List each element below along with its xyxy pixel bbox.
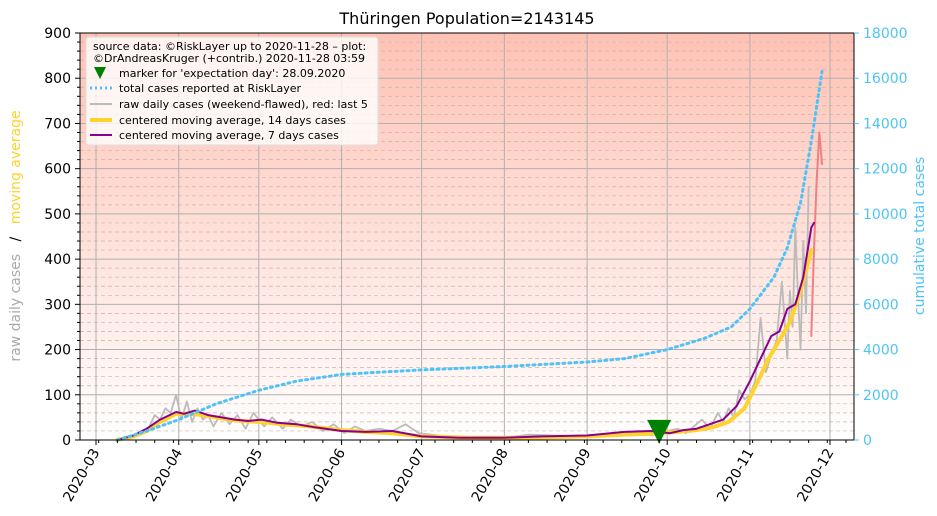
y-right-tick-label: 6000: [863, 297, 899, 313]
total-cases-line: [115, 69, 824, 442]
y-left-tick-label: 600: [44, 162, 71, 178]
x-tick-label: 2020-12: [794, 446, 837, 505]
y-right-tick-label: 16000: [863, 71, 908, 87]
legend-marker-icon: [94, 67, 106, 79]
y-axis-label-right: cumulative total cases: [912, 157, 928, 315]
y-left-tick-label: 800: [44, 71, 71, 87]
ylabel-separator: /: [8, 236, 24, 241]
x-tick-label: 2020-03: [60, 446, 103, 505]
y-left-tick-label: 900: [44, 26, 71, 42]
x-tick-label: 2020-08: [469, 446, 512, 505]
x-tick-label: 2020-06: [306, 446, 349, 505]
x-tick-label: 2020-07: [386, 446, 429, 505]
legend-entry-ma7: centered moving average, 7 days cases: [119, 129, 339, 142]
plot-frame: [79, 32, 855, 441]
y-left-tick-label: 400: [44, 252, 71, 268]
legend-box: [85, 36, 379, 146]
legend: source data: ©RiskLayer up to 2020-11-28…: [85, 36, 379, 146]
y-left-tick-label: 0: [62, 433, 71, 449]
legend-entry-total: total cases reported at RiskLayer: [119, 82, 302, 95]
y-right-tick-label: 0: [863, 433, 872, 449]
y-right-tick-label: 4000: [863, 343, 899, 359]
grid: [80, 32, 854, 441]
legend-entry-ma14: centered moving average, 14 days cases: [119, 114, 346, 127]
x-tick-label: 2020-11: [714, 446, 757, 505]
x-tick-label: 2020-05: [223, 446, 266, 505]
legend-entry-marker: marker for 'expectation day': 28.09.2020: [119, 67, 345, 80]
y-left-tick-label: 100: [44, 388, 71, 404]
x-tick-label: 2020-04: [143, 446, 186, 505]
legend-entry-raw: raw daily cases (weekend-flawed), red: l…: [119, 98, 368, 111]
y-left-tick-label: 200: [44, 343, 71, 359]
expectation-day-marker: [647, 419, 672, 444]
y-right-tick-label: 2000: [863, 388, 899, 404]
y-right-tick-label: 8000: [863, 252, 899, 268]
x-tick-label: 2020-09: [551, 446, 594, 505]
x-tick-label: 2020-10: [632, 446, 675, 505]
raw-last5-line: [810, 131, 823, 337]
chart-title: Thüringen Population=2143145: [338, 9, 594, 28]
ma7-line: [116, 221, 815, 441]
y-right-tick-label: 12000: [863, 162, 908, 178]
y-left-tick-label: 300: [44, 297, 71, 313]
legend-source-line2: ©DrAndreasKruger (+contrib.) 2020-11-28 …: [93, 52, 365, 65]
y-left-tick-label: 700: [44, 116, 71, 132]
y-right-tick-label: 14000: [863, 116, 908, 132]
y-right-tick-label: 10000: [863, 207, 908, 223]
ylabel-ma-part: moving average: [8, 110, 24, 224]
series-layer: [115, 69, 824, 444]
y-right-tick-label: 18000: [863, 26, 908, 42]
y-left-tick-label: 500: [44, 207, 71, 223]
legend-source-line1: source data: ©RiskLayer up to 2020-11-28…: [93, 40, 366, 53]
ylabel-raw-part: raw daily cases: [8, 254, 24, 362]
y-axis-label-left: raw daily cases / moving average: [8, 110, 24, 361]
